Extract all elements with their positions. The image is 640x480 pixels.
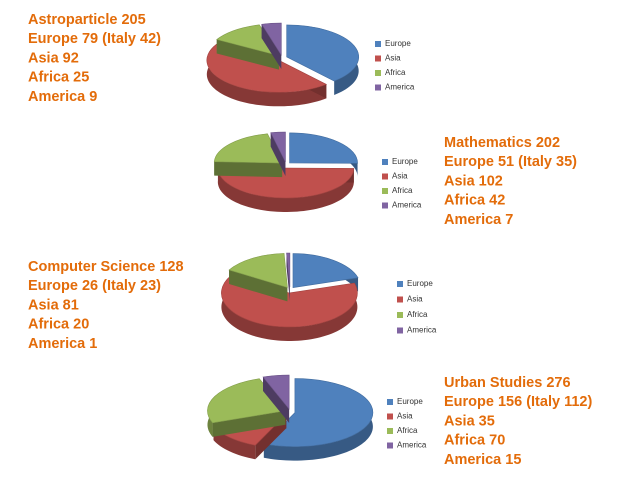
slice-top bbox=[289, 132, 358, 164]
pie-slice bbox=[292, 253, 359, 292]
legend-label: America bbox=[407, 326, 437, 335]
slice-wall bbox=[212, 410, 286, 437]
slice-wall bbox=[229, 269, 288, 302]
annotation: Africa 42 bbox=[444, 193, 505, 209]
legend-label: Europe bbox=[385, 39, 411, 48]
annotation: Africa 25 bbox=[28, 70, 89, 86]
slice-side bbox=[221, 275, 358, 341]
legend-swatch bbox=[397, 327, 403, 334]
pie-slice bbox=[262, 374, 290, 424]
pie-slice bbox=[263, 378, 374, 461]
slice-wall bbox=[261, 24, 282, 70]
annotation: Asia 102 bbox=[444, 173, 503, 189]
annotation: Asia 92 bbox=[28, 50, 79, 66]
slice-wall bbox=[216, 39, 279, 70]
legend-swatch bbox=[397, 312, 403, 318]
pie-slice bbox=[286, 252, 291, 302]
slice-top bbox=[261, 22, 282, 57]
pie-slice bbox=[289, 132, 358, 178]
legend-swatch bbox=[375, 41, 381, 47]
slice-top bbox=[262, 374, 290, 410]
legend-label: Europe bbox=[397, 397, 423, 406]
pie-slice bbox=[228, 253, 288, 302]
slice-top bbox=[263, 378, 374, 447]
annotation: Africa 20 bbox=[28, 317, 89, 333]
pie-slice bbox=[286, 24, 359, 95]
slice-side bbox=[206, 44, 327, 107]
legend-swatch bbox=[387, 413, 393, 420]
legend-swatch bbox=[397, 281, 403, 287]
slice-top bbox=[292, 253, 359, 288]
pie-slice bbox=[270, 131, 286, 177]
legend-swatch bbox=[382, 173, 388, 180]
slice-side bbox=[217, 166, 354, 212]
slice-top bbox=[270, 131, 286, 163]
annotation: Astroparticle 205 bbox=[28, 12, 146, 28]
legend-swatch bbox=[387, 399, 393, 405]
annotation: America 15 bbox=[444, 452, 521, 468]
legend-label: Europe bbox=[407, 279, 433, 288]
legend-swatch bbox=[387, 428, 393, 434]
pie-slice bbox=[261, 22, 282, 70]
slice-top bbox=[228, 253, 288, 288]
legend-swatch bbox=[387, 442, 393, 449]
legend-label: Africa bbox=[392, 186, 413, 195]
annotation: Africa 70 bbox=[444, 433, 505, 449]
annotation: America 1 bbox=[28, 336, 97, 352]
pie-slice bbox=[213, 133, 283, 178]
slice-wall bbox=[270, 132, 286, 177]
annotation: Mathematics 202 bbox=[444, 135, 560, 151]
legend-label: Africa bbox=[407, 310, 428, 319]
slice-wall bbox=[263, 377, 290, 424]
slice-wall bbox=[214, 161, 283, 178]
legend-label: Asia bbox=[397, 412, 413, 421]
annotation: Urban Studies 276 bbox=[444, 375, 571, 391]
legend-swatch bbox=[375, 70, 381, 76]
legend-label: Europe bbox=[392, 157, 418, 166]
legend-swatch bbox=[382, 159, 388, 165]
slice-top bbox=[213, 133, 283, 164]
annotation: America 9 bbox=[28, 89, 97, 105]
legend-label: Asia bbox=[385, 54, 401, 63]
legend-label: Africa bbox=[385, 68, 406, 77]
slice-wall bbox=[286, 253, 290, 302]
legend-swatch bbox=[382, 188, 388, 194]
legend-label: Africa bbox=[397, 426, 418, 435]
legend-swatch bbox=[375, 84, 381, 91]
annotation: Asia 35 bbox=[444, 413, 495, 429]
annotation: Europe 79 (Italy 42) bbox=[28, 31, 161, 47]
legend-label: America bbox=[397, 441, 427, 450]
slice-top bbox=[286, 252, 291, 288]
legend-label: America bbox=[385, 83, 415, 92]
annotation: Europe 156 (Italy 112) bbox=[444, 394, 592, 410]
annotation: Computer Science 128 bbox=[28, 259, 184, 275]
annotation: America 7 bbox=[444, 212, 513, 228]
annotation: Asia 81 bbox=[28, 297, 79, 313]
legend-label: America bbox=[392, 201, 422, 210]
annotation: Europe 51 (Italy 35) bbox=[444, 154, 577, 170]
legend-label: Asia bbox=[407, 295, 423, 304]
legend-swatch bbox=[382, 202, 388, 209]
legend-swatch bbox=[375, 55, 381, 62]
annotation: Europe 26 (Italy 23) bbox=[28, 278, 161, 294]
legend-swatch bbox=[397, 296, 403, 303]
slice-top bbox=[286, 24, 359, 82]
legend-label: Asia bbox=[392, 172, 408, 181]
